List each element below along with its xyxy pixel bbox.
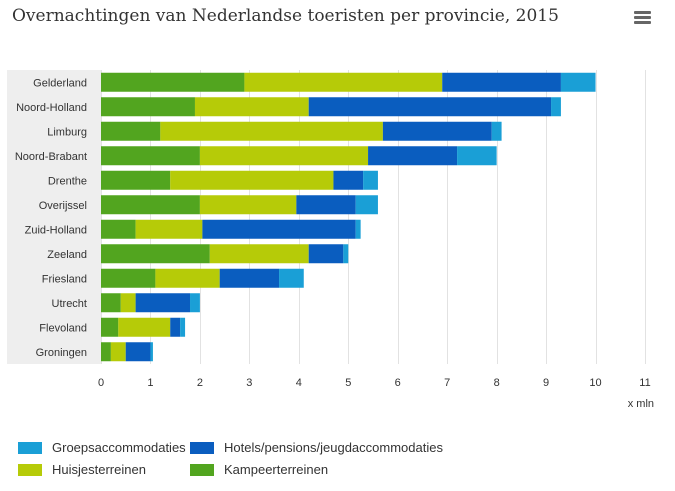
bar-segment (308, 244, 344, 264)
bar-segment (101, 170, 171, 190)
chart-title: Overnachtingen van Nederlandse toeristen… (12, 6, 559, 26)
bar-segment (209, 244, 309, 264)
x-tick-label: 2 (197, 377, 203, 389)
stacked-bar-chart: Gelderland Noord-Holland Limburg Noord-Brab… (7, 70, 654, 410)
bar-segment (296, 195, 356, 215)
x-tick-label: 3 (246, 377, 252, 389)
bar-segment (101, 219, 136, 239)
bar-segment (363, 170, 378, 190)
bar-segment (343, 244, 349, 264)
x-tick-label: 1 (147, 377, 153, 389)
bar-segment (560, 72, 596, 92)
bar-segment (333, 170, 364, 190)
legend-swatch (190, 441, 214, 454)
category-label: Noord-Brabant (15, 151, 87, 163)
x-tick-label: 7 (444, 377, 450, 389)
category-label: Flevoland (39, 322, 87, 334)
legend-item-groepsaccommodaties[interactable]: Groepsaccommodaties (18, 440, 186, 455)
category-label: Drenthe (48, 175, 87, 187)
x-tick-label: 8 (494, 377, 500, 389)
category-label: Utrecht (52, 298, 87, 310)
hamburger-menu-icon[interactable] (634, 11, 651, 25)
legend-item-huisjesterreinen[interactable]: Huisjesterreinen (18, 462, 146, 477)
bar-segment (101, 268, 156, 288)
bar-segment (491, 121, 502, 141)
bar-segment (368, 146, 458, 166)
category-label: Noord-Holland (16, 102, 87, 114)
bar-segment (170, 170, 334, 190)
bar-segment (101, 244, 210, 264)
x-tick-label: 0 (98, 377, 104, 389)
menu-line (634, 11, 651, 14)
bar-segment (160, 121, 383, 141)
menu-line (634, 21, 651, 24)
bar-segment (101, 72, 245, 92)
category-label: Gelderland (33, 77, 87, 89)
x-tick-label: 10 (589, 377, 601, 389)
x-tick-label: 5 (345, 377, 351, 389)
category-label: Friesland (42, 273, 87, 285)
bar-segment (101, 293, 121, 313)
bar-segment (551, 97, 561, 117)
category-band (7, 70, 101, 364)
legend-label: Groepsaccommodaties (52, 440, 186, 455)
category-label: Groningen (36, 347, 87, 359)
bar-segment (355, 195, 378, 215)
bar-segment (118, 317, 171, 337)
x-tick-label: 11 (639, 377, 650, 389)
bar-segment (101, 317, 119, 337)
x-tick-label: 6 (395, 377, 401, 389)
bar-segment (125, 342, 151, 362)
bar-segment (170, 317, 181, 337)
legend-swatch (18, 441, 42, 454)
legend-label: Huisjesterreinen (52, 462, 146, 477)
bar-segment (199, 146, 369, 166)
legend-swatch (18, 463, 42, 476)
bar-segment (180, 317, 186, 337)
bar-segment (457, 146, 497, 166)
bar-segment (244, 72, 443, 92)
category-label: Overijssel (39, 200, 87, 212)
bar-segment (194, 97, 309, 117)
bar-segment (135, 219, 203, 239)
bar-segment (135, 293, 191, 313)
bar-segment (101, 342, 111, 362)
bar-segment (101, 121, 161, 141)
bar-segment (101, 97, 195, 117)
bar-segment (279, 268, 304, 288)
bar-segment (202, 219, 356, 239)
x-axis-label: x mln (628, 398, 654, 410)
x-tick-label: 9 (543, 377, 549, 389)
x-tick-label: 4 (296, 377, 302, 389)
bar-segment (110, 342, 126, 362)
bar-segment (190, 293, 200, 313)
bar-segment (442, 72, 561, 92)
bar-segment (150, 342, 153, 362)
bar-segment (355, 219, 361, 239)
legend-label: Kampeerterreinen (224, 462, 329, 477)
bar-segment (199, 195, 297, 215)
bar-segment (219, 268, 280, 288)
category-label: Limburg (47, 126, 87, 138)
menu-line (634, 16, 651, 19)
bar-segment (155, 268, 220, 288)
bar-segment (308, 97, 552, 117)
bar-segment (101, 146, 200, 166)
category-label: Zuid-Holland (25, 224, 87, 236)
category-label: Zeeland (47, 249, 87, 261)
legend-item-kampeerterreinen[interactable]: Kampeerterreinen (190, 462, 328, 477)
legend-swatch (190, 463, 214, 476)
bar-segment (120, 293, 136, 313)
legend-label: Hotels/pensions/jeugdaccommodaties (224, 440, 443, 455)
bar-segment (382, 121, 492, 141)
legend-item-hotels[interactable]: Hotels/pensions/jeugdaccommodaties (190, 440, 443, 455)
bar-segment (101, 195, 200, 215)
